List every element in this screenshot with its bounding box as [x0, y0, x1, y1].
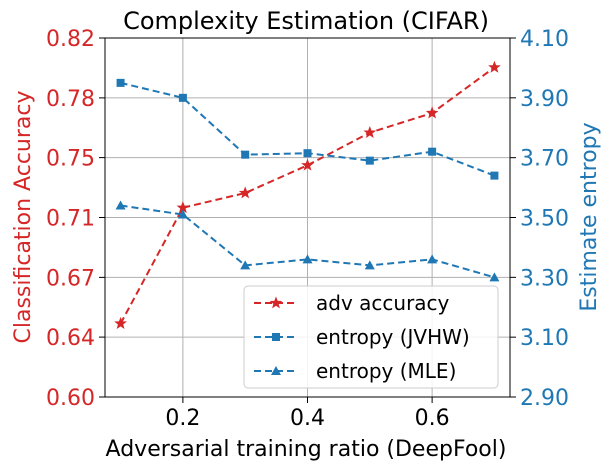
- data-point: [241, 150, 250, 159]
- legend-label: entropy (JVHW): [316, 325, 470, 349]
- legend-entry: adv accuracy: [254, 291, 450, 315]
- data-point: [428, 147, 437, 156]
- y-left-tick-label: 0.78: [46, 87, 95, 112]
- y-right-tick-label: 3.50: [520, 207, 569, 232]
- chart-title: Complexity Estimation (CIFAR): [123, 7, 489, 35]
- y-left-tick-label: 0.75: [46, 147, 95, 172]
- data-point: [365, 156, 374, 165]
- data-point: [114, 316, 127, 329]
- data-point: [115, 200, 126, 210]
- data-point: [488, 60, 501, 73]
- legend-marker: [269, 296, 283, 309]
- y-axis-right-label: Estimate entropy: [577, 122, 602, 311]
- y-right-tick-label: 2.90: [520, 386, 569, 411]
- data-point: [177, 209, 188, 219]
- legend-box: [243, 285, 499, 389]
- legend: adv accuracy entropy (JVHW) entropy (MLE): [243, 285, 499, 389]
- series-entropy-mle-: [115, 200, 500, 282]
- data-point: [364, 260, 375, 270]
- x-tick-label: 0.6: [415, 406, 450, 431]
- ticks-layer: 0.2 0.4 0.6 0.60 0.64 0.67 0.71 0.75 0.78 0.82 2.9…: [46, 27, 569, 431]
- data-point: [303, 149, 312, 158]
- x-tick-label: 0.2: [165, 406, 200, 431]
- data-point: [240, 260, 251, 270]
- data-point: [238, 186, 252, 199]
- data-point: [116, 78, 125, 87]
- y-axis-left-label: Classification Accuracy: [11, 91, 36, 344]
- legend-label: adv accuracy: [316, 291, 450, 315]
- y-right-tick-label: 3.30: [520, 266, 569, 291]
- legend-entry: entropy (JVHW): [254, 325, 470, 349]
- legend-marker: [271, 366, 281, 375]
- y-left-tick-label: 0.64: [46, 326, 95, 351]
- legend-marker: [272, 333, 280, 341]
- data-point: [490, 171, 499, 180]
- series-layer: [114, 60, 501, 329]
- y-right-tick-label: 4.10: [520, 27, 569, 52]
- data-point: [489, 272, 500, 282]
- y-left-tick-label: 0.71: [46, 207, 95, 232]
- y-right-tick-label: 3.90: [520, 87, 569, 112]
- y-left-tick-label: 0.60: [46, 386, 95, 411]
- data-point: [178, 93, 187, 102]
- data-point: [301, 158, 314, 171]
- y-left-tick-label: 0.82: [46, 27, 95, 52]
- y-right-tick-label: 3.70: [520, 147, 569, 172]
- data-point: [425, 106, 439, 119]
- legend-entry: entropy (MLE): [254, 359, 456, 383]
- series-entropy-jvhw-: [116, 78, 499, 180]
- data-point: [427, 254, 438, 264]
- data-point: [302, 254, 313, 264]
- data-point: [363, 126, 377, 139]
- y-right-tick-label: 3.10: [520, 326, 569, 351]
- x-tick-label: 0.4: [290, 406, 325, 431]
- x-axis-label: Adversarial training ratio (DeepFool): [106, 437, 507, 462]
- legend-label: entropy (MLE): [316, 359, 456, 383]
- y-left-tick-label: 0.67: [46, 266, 95, 291]
